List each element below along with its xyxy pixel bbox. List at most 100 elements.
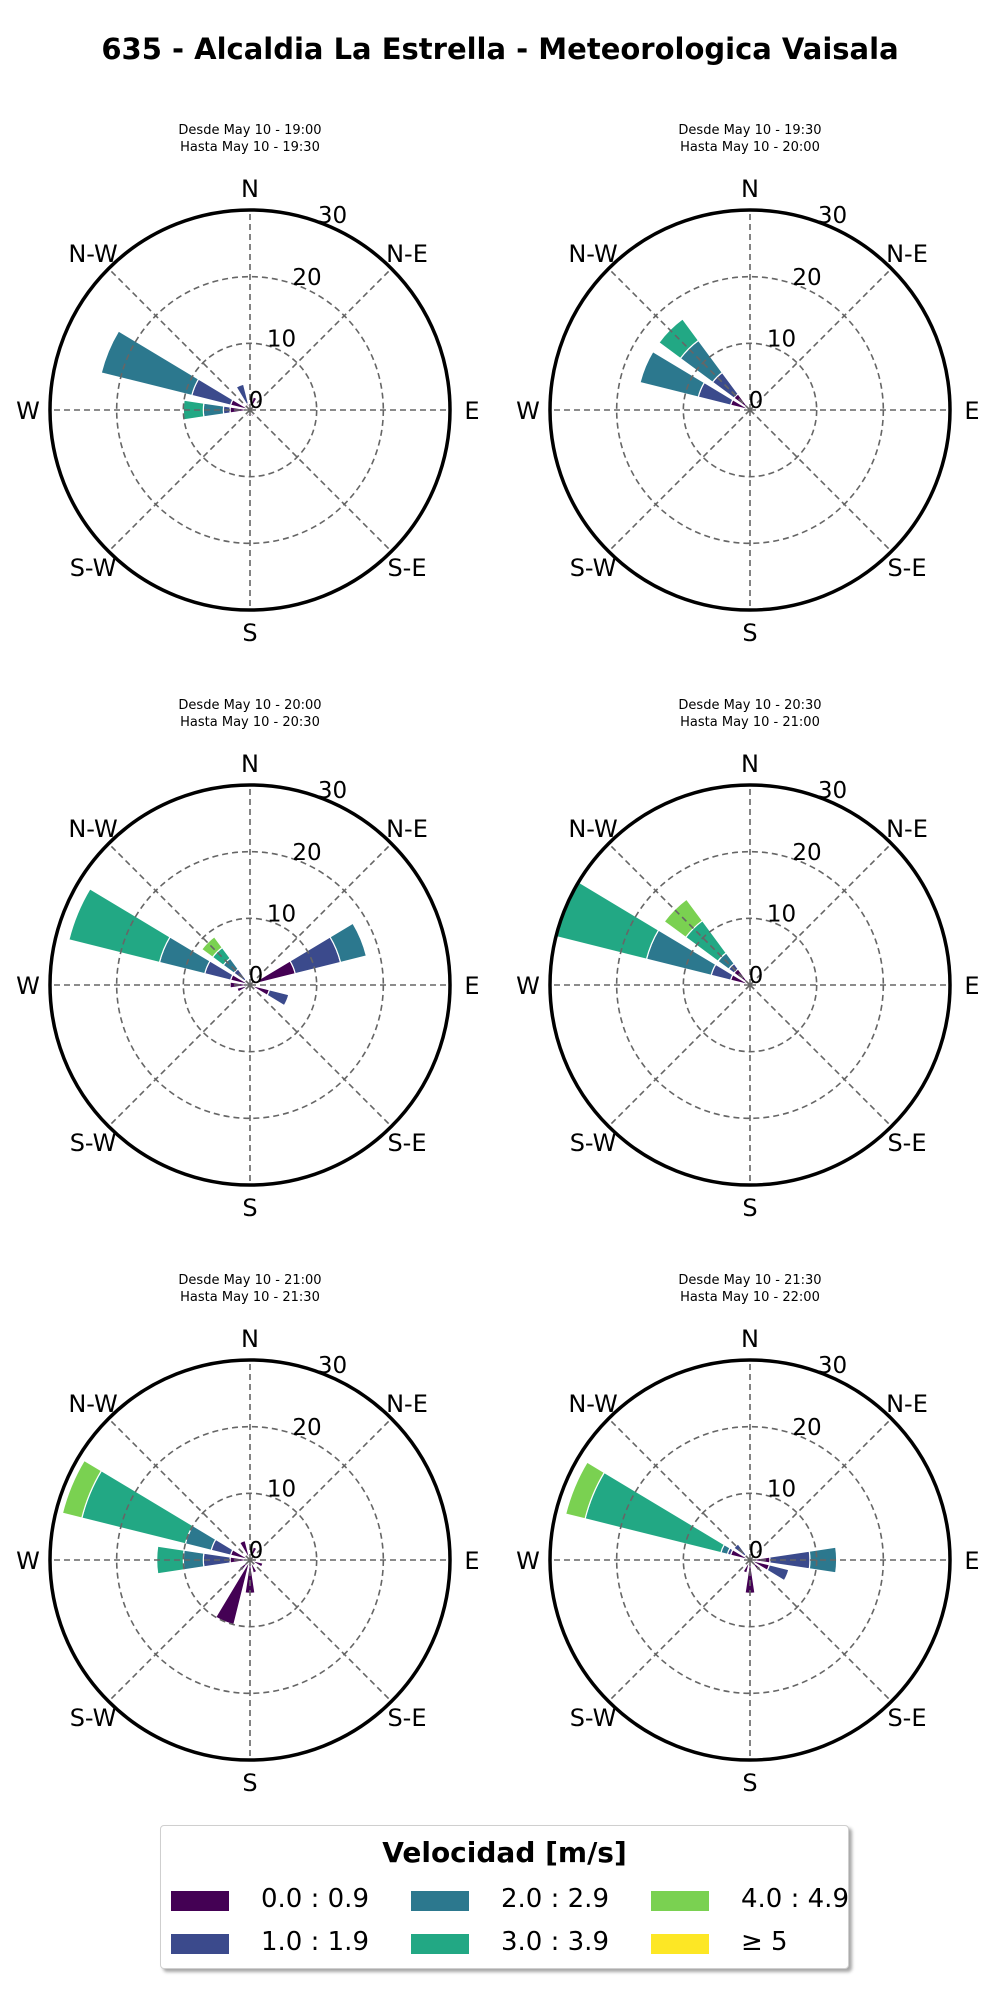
bar-segment: [191, 378, 234, 406]
direction-label: W: [16, 972, 40, 1000]
radial-tick-label: 0: [749, 963, 764, 989]
grid-circle: [182, 1492, 318, 1628]
direction-label: E: [464, 1547, 479, 1575]
panel-subtitle: Desde May 10 - 21:30 Hasta May 10 - 22:0…: [500, 1272, 1000, 1306]
grid-spoke: [749, 1559, 892, 1702]
legend: Velocidad [m/s] 0.0 : 0.9 1.0 : 1.9 2.0 …: [160, 1825, 849, 1969]
bar-segment: [766, 1564, 790, 1582]
grid-spoke: [749, 409, 892, 552]
grid-spoke: [108, 409, 251, 552]
direction-label: S-W: [70, 1129, 117, 1157]
windrose-svg: 0 10 20 30 N N-E E S-E S S-W W N-W: [516, 175, 979, 647]
grid-circle: [682, 1492, 818, 1628]
legend-label: 2.0 : 2.9: [501, 1884, 609, 1914]
bar-segment: [236, 984, 251, 993]
bar-segment: [742, 1559, 751, 1574]
grid-spoke: [249, 1418, 392, 1561]
subtitle-to: Hasta May 10 - 19:30: [180, 140, 320, 155]
panel-subtitle: Desde May 10 - 21:00 Hasta May 10 - 21:3…: [0, 1272, 500, 1306]
grid-spoke: [749, 843, 892, 986]
outer-circle: [48, 783, 452, 1187]
direction-label: S: [742, 619, 757, 647]
windrose-svg: 0 10 20 30 N N-E E S-E S S-W W N-W: [516, 750, 979, 1222]
grid-spoke: [749, 984, 892, 1127]
bar-segment: [249, 396, 258, 411]
bar-segment: [61, 1459, 103, 1519]
grid-spoke: [608, 1559, 751, 1702]
grid-spoke: [749, 1418, 892, 1561]
legend-swatch: [651, 1891, 709, 1911]
radial-tick-label: 20: [792, 1415, 821, 1441]
panel-subtitle: Desde May 10 - 19:30 Hasta May 10 - 20:0…: [500, 122, 1000, 156]
direction-label: W: [16, 1547, 40, 1575]
direction-label: N: [741, 1325, 759, 1353]
bar-segment: [266, 989, 290, 1007]
direction-label: W: [516, 1547, 540, 1575]
legend-swatch: [411, 1891, 469, 1911]
direction-label: S-W: [70, 554, 117, 582]
direction-label: N: [241, 1325, 259, 1353]
radial-tick-label: 30: [818, 778, 847, 804]
radial-tick-label: 20: [792, 265, 821, 291]
direction-label: S: [242, 619, 257, 647]
grid-spoke: [108, 1559, 251, 1702]
subtitle-to: Hasta May 10 - 20:00: [680, 140, 820, 155]
grid-spoke: [249, 268, 392, 411]
bars: [555, 881, 751, 986]
windrose-panel: Desde May 10 - 19:30 Hasta May 10 - 20:0…: [500, 0, 1000, 647]
grid-circle: [682, 917, 818, 1053]
bar-segment: [229, 981, 251, 989]
windrose-svg: 0 10 20 30 N N-E E S-E S S-W W N-W: [516, 1325, 979, 1797]
direction-label: N-E: [886, 240, 928, 268]
radial-tick-label: 10: [267, 1476, 296, 1502]
bar-segment: [249, 1546, 258, 1561]
bar-segment: [329, 922, 368, 964]
bar-segment: [249, 1559, 264, 1568]
windrose-panel: Desde May 10 - 20:30 Hasta May 10 - 21:0…: [500, 575, 1000, 1222]
direction-label: E: [464, 397, 479, 425]
windrose-svg: 0 10 20 30 N N-E E S-E S S-W W N-W: [16, 1325, 479, 1797]
direction-label: S-E: [887, 554, 926, 582]
direction-label: S: [742, 1194, 757, 1222]
radial-tick-label: 0: [749, 388, 764, 414]
windrose-svg: 0 10 20 30 N N-E E S-E S S-W W N-W: [16, 175, 479, 647]
subtitle-from: Desde May 10 - 21:30: [678, 1273, 822, 1288]
legend-label: 3.0 : 3.9: [501, 1927, 609, 1957]
radial-tick-label: 20: [792, 840, 821, 866]
direction-label: N-E: [886, 815, 928, 843]
direction-label: S-W: [570, 1704, 617, 1732]
bar-segment: [100, 330, 200, 397]
radial-tick-label: 10: [767, 1476, 796, 1502]
bar-segment: [68, 888, 171, 964]
radial-tick-label: 10: [767, 901, 796, 927]
direction-label: N-W: [68, 815, 117, 843]
direction-label: N-E: [386, 240, 428, 268]
direction-label: S-E: [387, 1129, 426, 1157]
grid-spoke: [108, 268, 251, 411]
direction-label: N: [241, 750, 259, 778]
grid-spoke: [249, 843, 392, 986]
bar-segment: [81, 1469, 194, 1545]
windrose-svg: 0 10 20 30 N N-E E S-E S S-W W N-W: [16, 750, 479, 1222]
windrose-panel: Desde May 10 - 19:00 Hasta May 10 - 19:3…: [0, 0, 500, 647]
direction-label: S-W: [70, 1704, 117, 1732]
direction-label: N-E: [386, 815, 428, 843]
subtitle-to: Hasta May 10 - 21:30: [180, 1290, 320, 1305]
bars: [100, 330, 258, 421]
windrose-panel: Desde May 10 - 21:30 Hasta May 10 - 22:0…: [500, 1150, 1000, 1797]
legend-swatch: [171, 1891, 229, 1911]
subtitle-from: Desde May 10 - 21:00: [178, 1273, 322, 1288]
direction-label: W: [516, 397, 540, 425]
legend-label: ≥ 5: [741, 1927, 788, 1957]
radial-tick-label: 0: [249, 388, 264, 414]
direction-label: E: [964, 397, 979, 425]
direction-label: N: [741, 175, 759, 203]
radial-tick-label: 0: [249, 963, 264, 989]
direction-label: N: [741, 750, 759, 778]
grid-spoke: [249, 984, 392, 1127]
radial-tick-label: 10: [267, 326, 296, 352]
direction-label: N-W: [68, 240, 117, 268]
direction-label: W: [516, 972, 540, 1000]
direction-label: E: [464, 972, 479, 1000]
direction-label: N-W: [568, 815, 617, 843]
